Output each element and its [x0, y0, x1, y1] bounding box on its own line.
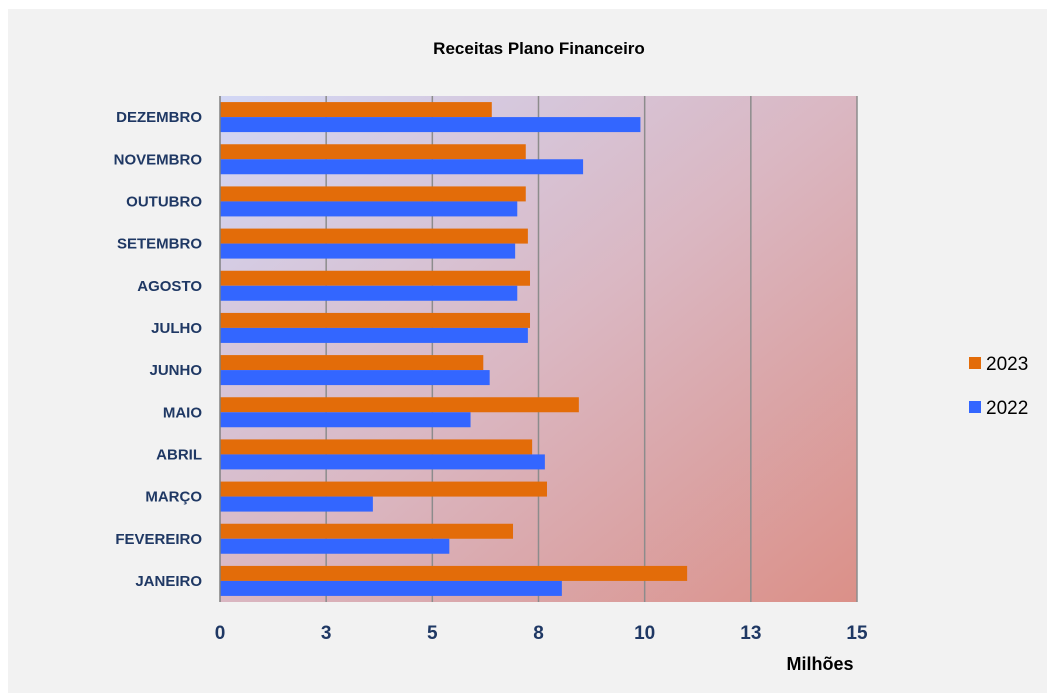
x-tick-labels: 0 3 5 8 10 13 15: [215, 623, 868, 644]
bar-2023-dezembro: [220, 102, 492, 118]
bar-2023-março: [220, 481, 547, 497]
category-label: AGOSTO: [137, 278, 202, 295]
x-tick-label: 0: [215, 623, 226, 644]
category-label: ABRIL: [156, 446, 202, 463]
legend-swatch-2023: [969, 357, 981, 369]
bar-2022-maio: [220, 412, 471, 428]
x-tick-label: 10: [634, 623, 655, 644]
bar-2023-janeiro: [220, 565, 688, 581]
category-label: SETEMBRO: [117, 236, 202, 253]
bar-2022-julho: [220, 327, 528, 343]
bar-2023-fevereiro: [220, 523, 514, 539]
bar-2022-fevereiro: [220, 538, 450, 554]
bar-2023-outubro: [220, 186, 526, 202]
bar-2022-abril: [220, 454, 545, 470]
x-tick-label: 8: [533, 623, 544, 644]
x-tick-label: 13: [740, 623, 761, 644]
category-label: JULHO: [151, 320, 202, 337]
legend-item-2022: 2022: [969, 398, 1028, 419]
category-label: NOVEMBRO: [114, 151, 203, 168]
category-label: JANEIRO: [135, 573, 202, 590]
x-tick-label: 5: [427, 623, 438, 644]
bar-2022-junho: [220, 370, 490, 386]
bar-2022-agosto: [220, 285, 518, 301]
category-label: MAIO: [163, 404, 202, 421]
x-tick-label: 3: [321, 623, 332, 644]
category-label: OUTUBRO: [126, 193, 202, 210]
legend-item-2023: 2023: [969, 354, 1028, 375]
bar-2023-junho: [220, 355, 484, 371]
bar-2023-setembro: [220, 228, 528, 244]
bar-2022-janeiro: [220, 580, 562, 596]
bar-2023-maio: [220, 397, 579, 413]
legend-label-2022: 2022: [986, 398, 1028, 419]
category-label: JUNHO: [149, 362, 202, 379]
legend-swatch-2022: [969, 401, 981, 413]
bar-2023-julho: [220, 312, 531, 328]
bars: [220, 102, 688, 596]
bar-2022-novembro: [220, 159, 584, 175]
chart-title: Receitas Plano Financeiro: [433, 39, 645, 58]
bar-2022-dezembro: [220, 117, 641, 133]
category-label: MARÇO: [145, 489, 202, 506]
category-label: DEZEMBRO: [116, 109, 202, 126]
category-labels: JANEIRO FEVEREIRO MARÇO ABRIL MAIO JUNHO JULHO…: [114, 109, 203, 590]
x-axis-title: Milhões: [786, 654, 853, 674]
legend: 2023 2022: [969, 354, 1028, 419]
chart-area: Receitas Plano Financeiro JANEIRO FEVEREI…: [8, 9, 1047, 693]
chart-svg: Receitas Plano Financeiro JANEIRO FEVEREI…: [114, 39, 1029, 674]
bar-2023-abril: [220, 439, 533, 455]
bar-2022-outubro: [220, 201, 518, 217]
legend-label-2023: 2023: [986, 354, 1028, 375]
bar-2022-março: [220, 496, 373, 512]
x-tick-label: 15: [846, 623, 868, 644]
bar-2022-setembro: [220, 243, 516, 259]
bar-2023-novembro: [220, 144, 526, 160]
gridlines: [325, 96, 858, 602]
bar-2023-agosto: [220, 270, 531, 286]
category-label: FEVEREIRO: [115, 531, 202, 548]
